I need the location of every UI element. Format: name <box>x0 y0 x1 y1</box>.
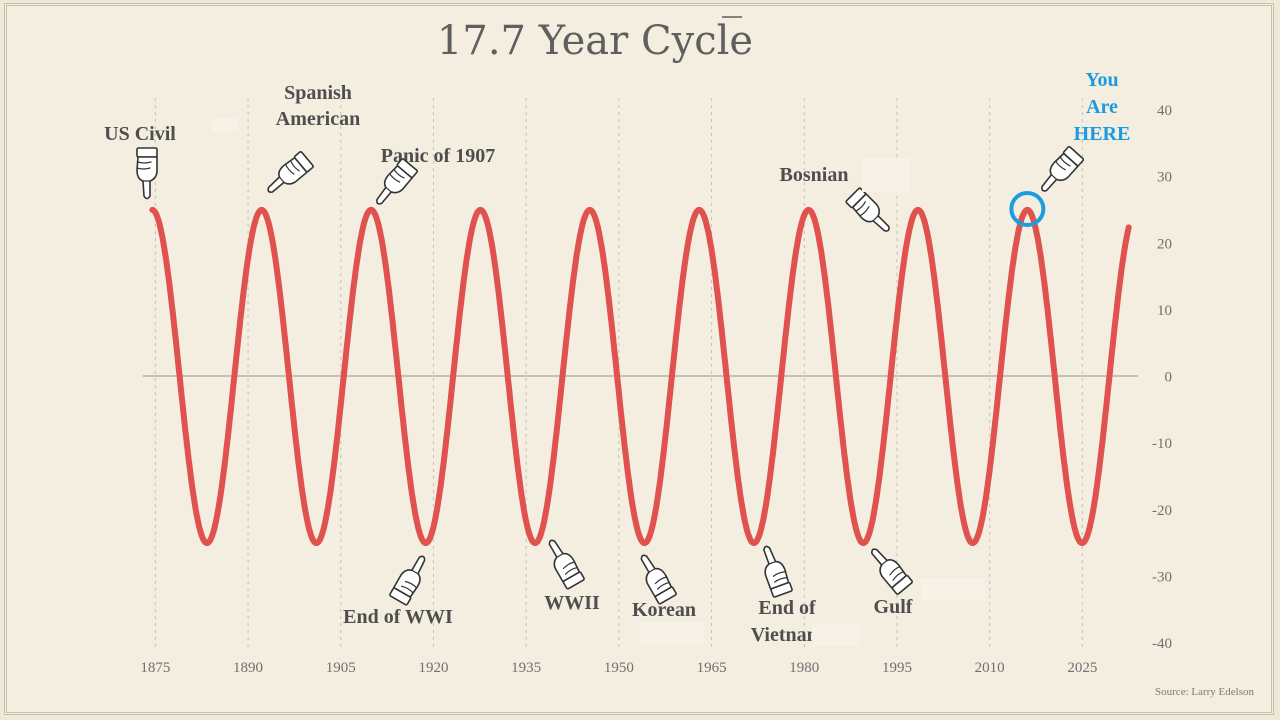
x-axis: 1875 1890 1905 1920 1935 1950 1965 1980 1995 2010… <box>140 660 1097 676</box>
annotation-label: Are <box>1086 96 1118 118</box>
annotation: You Are HERE <box>1009 69 1131 227</box>
y-tick-label: -20 <box>1152 503 1172 519</box>
pointing-hand-icon <box>548 539 585 590</box>
hand-palm <box>851 193 890 232</box>
hand-detail <box>278 160 300 183</box>
pointing-hand-icon <box>136 147 158 200</box>
hand-palm <box>136 156 158 200</box>
annotation: US Civil <box>104 123 176 200</box>
y-tick-label: 20 <box>1157 236 1172 252</box>
pointing-hand-icon <box>640 554 677 605</box>
hand-cuff <box>136 147 158 158</box>
y-tick-label: -40 <box>1152 636 1172 652</box>
hand-detail <box>768 561 788 583</box>
x-tick-label: 1980 <box>789 660 819 676</box>
annotation-label: HERE <box>1074 123 1131 145</box>
annotation-label: US Civil <box>104 123 176 145</box>
hand-detail <box>881 559 904 581</box>
pointing-hand-icon <box>1041 145 1085 192</box>
annotation-label: You <box>1085 69 1118 91</box>
annotation: Spanish American <box>267 82 360 193</box>
annotation: Bosnian <box>780 164 890 232</box>
annotation: Gulf <box>871 548 913 618</box>
x-tick-label: 2010 <box>975 660 1005 676</box>
annotation-label: End of WWI <box>343 606 453 628</box>
backing-tile <box>862 158 910 192</box>
hand-detail <box>648 568 670 590</box>
x-tick-label: 1905 <box>326 660 356 676</box>
y-tick-label: 0 <box>1165 370 1173 386</box>
hand-detail <box>400 569 419 594</box>
annotation: WWII <box>544 539 600 614</box>
hand-palm <box>548 539 581 583</box>
source-note: Source: Larry Edelson <box>1155 686 1254 698</box>
x-tick-label: 1935 <box>511 660 541 676</box>
series-layer <box>149 206 1132 546</box>
hand-palm <box>376 165 413 205</box>
pointing-hand-icon <box>763 545 793 598</box>
y-tick-label: 30 <box>1157 170 1172 186</box>
annotation: Korean <box>632 554 696 621</box>
annotation-label: Korean <box>632 599 696 621</box>
hand-palm <box>640 554 673 598</box>
y-axis: 40 30 20 10 0 -10 -20 -30 -40 <box>1152 103 1172 652</box>
pointing-hand-icon <box>267 151 314 193</box>
annotations-layer: US Civil Spanish American Panic of 1907 Bosn… <box>104 69 1130 646</box>
y-tick-label: -30 <box>1152 569 1172 585</box>
hand-palm <box>393 555 426 598</box>
annotation-label: Gulf <box>874 596 913 618</box>
backing-tile <box>812 624 860 646</box>
x-tick-label: 1965 <box>697 660 727 676</box>
hand-detail <box>556 553 578 575</box>
x-tick-label: 1890 <box>233 660 263 676</box>
annotation-label: Vietnam <box>751 624 824 646</box>
x-tick-label: 1950 <box>604 660 634 676</box>
x-tick-label: 1920 <box>418 660 448 676</box>
hand-detail <box>1050 156 1071 180</box>
y-tick-label: -10 <box>1152 436 1172 452</box>
hand-palm <box>871 548 908 589</box>
annotation-label: End of <box>758 597 816 619</box>
y-tick-label: 40 <box>1157 103 1172 119</box>
x-tick-label: 2025 <box>1067 660 1097 676</box>
backing-tile <box>640 622 704 644</box>
pointing-hand-icon <box>376 158 418 205</box>
annotation-label: American <box>276 108 360 130</box>
chart-title: 17.7 Year Cycle <box>437 18 753 64</box>
x-tick-label: 1995 <box>882 660 912 676</box>
x-tick-label: 1875 <box>140 660 170 676</box>
hand-detail <box>385 169 405 193</box>
backing-tile <box>921 578 985 600</box>
backing-tile <box>212 118 238 132</box>
annotation: End of Vietnam <box>751 545 824 646</box>
hand-palm <box>1041 152 1079 192</box>
hand-palm <box>763 545 790 590</box>
annotation-label: WWII <box>544 592 600 614</box>
hand-detail <box>855 201 879 222</box>
pointing-hand-icon <box>845 187 890 232</box>
y-tick-label: 10 <box>1157 303 1172 319</box>
annotation-label: Spanish <box>284 82 352 104</box>
hand-palm <box>267 156 308 193</box>
cycle-line <box>149 206 1132 546</box>
pointing-hand-icon <box>389 555 426 606</box>
hand-detail <box>136 161 152 182</box>
you-are-here-marker <box>1009 190 1046 227</box>
annotation-label: Bosnian <box>780 164 849 186</box>
annotation-label: Panic of 1907 <box>381 145 495 167</box>
annotation: Panic of 1907 <box>376 145 495 205</box>
annotation: End of WWI <box>343 555 453 628</box>
pointing-hand-icon <box>871 548 913 595</box>
